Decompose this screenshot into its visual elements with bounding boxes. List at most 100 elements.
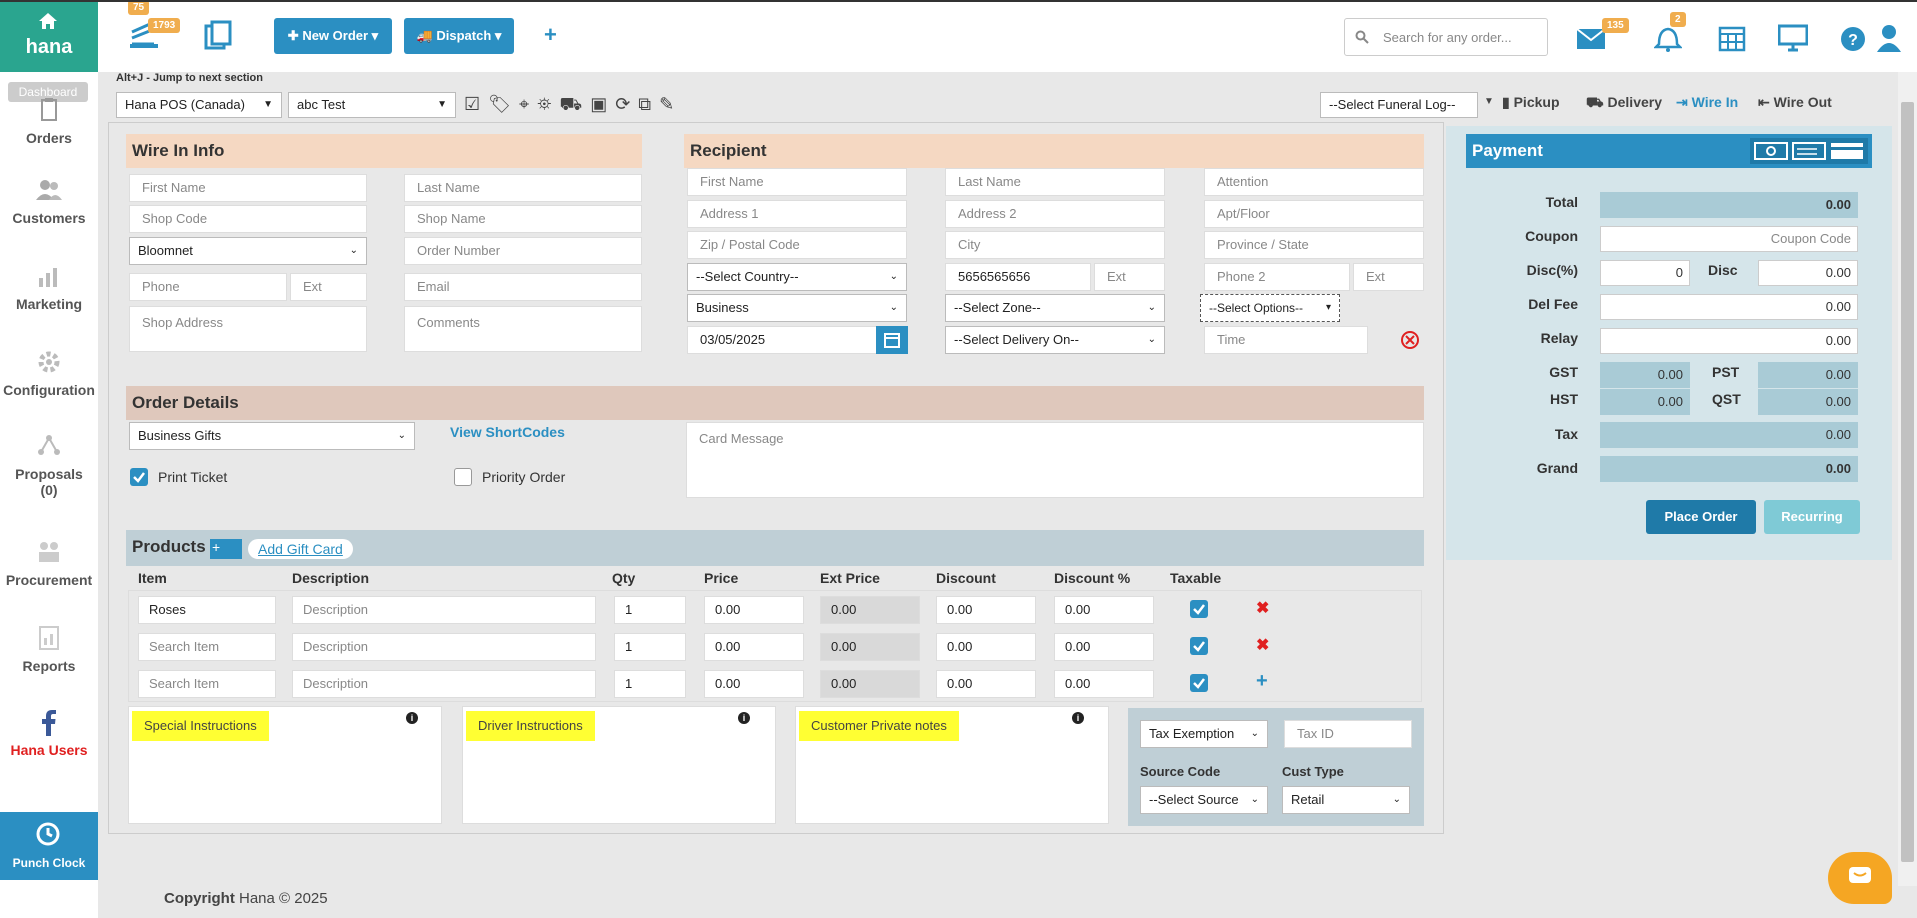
shop-address-field[interactable]: Shop Address — [129, 306, 367, 352]
qty-field[interactable]: 1 — [614, 670, 686, 698]
tasks-button[interactable]: 75 — [128, 0, 242, 56]
recipient-first-name-field[interactable]: First Name — [687, 168, 907, 196]
priority-order-checkbox[interactable] — [454, 468, 472, 486]
orders-stack-button[interactable]: 1793 — [128, 18, 181, 56]
wire-network-select[interactable]: Bloomnet ⌄ — [129, 237, 367, 265]
recipient-phone-field[interactable]: 5656565656 — [945, 263, 1091, 291]
wire-comments-field[interactable]: Comments — [404, 306, 642, 352]
country-select[interactable]: --Select Country-- ⌄ — [687, 263, 907, 291]
recipient-ext-field[interactable]: Ext — [1094, 263, 1165, 291]
add-gift-card-button[interactable]: Add Gift Card — [248, 539, 353, 559]
checklist-icon[interactable]: ☑ — [464, 94, 489, 114]
tax-id-field[interactable]: Tax ID — [1284, 720, 1412, 748]
description-field[interactable]: Description — [292, 633, 596, 661]
del-fee-field[interactable]: 0.00 — [1600, 294, 1858, 320]
taxable-checkbox[interactable] — [1190, 600, 1208, 618]
wire-out-option[interactable]: ⇤ Wire Out — [1758, 94, 1832, 111]
sidebar-item-proposals[interactable]: Proposals (0) — [0, 432, 98, 498]
price-field[interactable]: 0.00 — [704, 670, 804, 698]
city-field[interactable]: City — [945, 231, 1165, 259]
info-icon[interactable]: i — [1072, 712, 1084, 724]
wire-in-option[interactable]: ⇥ Wire In — [1676, 94, 1738, 111]
options-select[interactable]: --Select Options-- ▾ — [1200, 294, 1340, 322]
sidebar-item-procurement[interactable]: Procurement — [0, 538, 98, 588]
price-field[interactable]: 0.00 — [704, 633, 804, 661]
search-input[interactable]: Search for any order... — [1383, 30, 1512, 45]
item-field[interactable]: Search Item — [138, 670, 276, 698]
discount-field[interactable]: 0.00 — [936, 670, 1036, 698]
discount-field[interactable]: 0.00 — [936, 596, 1036, 624]
punch-clock-button[interactable]: Punch Clock — [0, 812, 98, 880]
place-order-button[interactable]: Place Order — [1646, 500, 1756, 534]
shop-code-field[interactable]: Shop Code — [129, 205, 367, 233]
card-message-field[interactable]: Card Message — [686, 422, 1424, 498]
item-field[interactable]: Roses — [138, 596, 276, 624]
app-logo[interactable]: hana — [0, 0, 98, 72]
notifications-button[interactable]: 2 — [1652, 12, 1694, 56]
apt-floor-field[interactable]: Apt/Floor — [1204, 200, 1424, 228]
qty-field[interactable]: 1 — [614, 596, 686, 624]
binoculars-icon[interactable]: ⛯ — [537, 94, 560, 114]
tags-icon[interactable]: 🏷 — [488, 94, 519, 114]
relay-field[interactable]: 0.00 — [1600, 328, 1858, 354]
dispatch-button[interactable]: 🚚 Dispatch ▾ — [404, 18, 514, 54]
zip-field[interactable]: Zip / Postal Code — [687, 231, 907, 259]
shop-name-field[interactable]: Shop Name — [404, 205, 642, 233]
disc-field[interactable]: 0.00 — [1758, 260, 1858, 286]
wire-email-field[interactable]: Email — [404, 273, 642, 301]
description-field[interactable]: Description — [292, 670, 596, 698]
help-button[interactable]: ? — [1840, 18, 1880, 56]
copy-icon[interactable]: ⧉ — [638, 94, 660, 114]
new-order-button[interactable]: ✚ New Order ▾ — [274, 18, 392, 54]
sidebar-item-marketing[interactable]: Marketing — [0, 262, 98, 312]
chat-widget-button[interactable] — [1828, 852, 1892, 904]
recipient-last-name-field[interactable]: Last Name — [945, 168, 1165, 196]
pickup-option[interactable]: ▮ Pickup — [1502, 94, 1560, 111]
discount-pct-field[interactable]: 0.00 — [1054, 633, 1154, 661]
profile-button[interactable] — [1876, 18, 1916, 56]
address-type-select[interactable]: Business ⌄ — [687, 294, 907, 322]
recurring-button[interactable]: Recurring — [1764, 500, 1860, 534]
address2-field[interactable]: Address 2 — [945, 200, 1165, 228]
info-icon[interactable]: i — [738, 712, 750, 724]
save-icon[interactable]: ▣ — [590, 94, 616, 114]
address1-field[interactable]: Address 1 — [687, 200, 907, 228]
discount-pct-field[interactable]: 0.00 — [1054, 596, 1154, 624]
add-product-icon[interactable]: + — [210, 539, 242, 559]
discount-field[interactable]: 0.00 — [936, 633, 1036, 661]
cash-icon[interactable] — [1754, 141, 1788, 161]
sidebar-item-orders[interactable]: Orders — [0, 96, 98, 146]
store-select[interactable]: Hana POS (Canada) ▼ — [116, 92, 282, 118]
description-field[interactable]: Description — [292, 596, 596, 624]
wire-phone-field[interactable]: Phone — [129, 273, 287, 301]
delivery-on-select[interactable]: --Select Delivery On-- ⌄ — [945, 326, 1165, 354]
sidebar-item-customers[interactable]: Customers — [0, 176, 98, 226]
view-shortcodes-link[interactable]: View ShortCodes — [450, 424, 565, 440]
taxable-checkbox[interactable] — [1190, 674, 1208, 692]
map-marker-icon[interactable]: ⌖ — [519, 94, 538, 114]
sidebar-item-configuration[interactable]: Configuration — [0, 348, 98, 398]
date-picker-button[interactable] — [876, 326, 908, 354]
attention-field[interactable]: Attention — [1204, 168, 1424, 196]
sidebar-item-hana-users[interactable]: Hana Users — [0, 708, 98, 758]
funeral-log-select[interactable]: --Select Funeral Log-- — [1320, 92, 1478, 118]
source-code-select[interactable]: --Select Source ⌄ — [1140, 786, 1268, 814]
mail-button[interactable]: 135 — [1576, 18, 1629, 56]
basket-icon[interactable]: ⛟ — [559, 94, 591, 114]
qty-field[interactable]: 1 — [614, 633, 686, 661]
occasion-select[interactable]: Business Gifts ⌄ — [129, 422, 415, 450]
user-select[interactable]: abc Test ▼ — [288, 92, 456, 118]
scrollbar-thumb[interactable] — [1901, 102, 1914, 862]
phone2-field[interactable]: Phone 2 — [1204, 263, 1350, 291]
wire-first-name-field[interactable]: First Name — [129, 174, 367, 202]
coupon-field[interactable]: Coupon Code — [1600, 226, 1858, 252]
ext2-field[interactable]: Ext — [1353, 263, 1424, 291]
credit-card-icon[interactable] — [1830, 141, 1864, 161]
wire-ext-field[interactable]: Ext — [290, 273, 367, 301]
wrench-icon[interactable]: ✎ — [659, 94, 683, 114]
price-field[interactable]: 0.00 — [704, 596, 804, 624]
remove-row-icon[interactable]: ✖ — [1256, 600, 1270, 617]
cust-type-select[interactable]: Retail ⌄ — [1282, 786, 1410, 814]
refresh-icon[interactable]: ⟳ — [615, 94, 639, 114]
check-payment-icon[interactable] — [1792, 141, 1826, 161]
